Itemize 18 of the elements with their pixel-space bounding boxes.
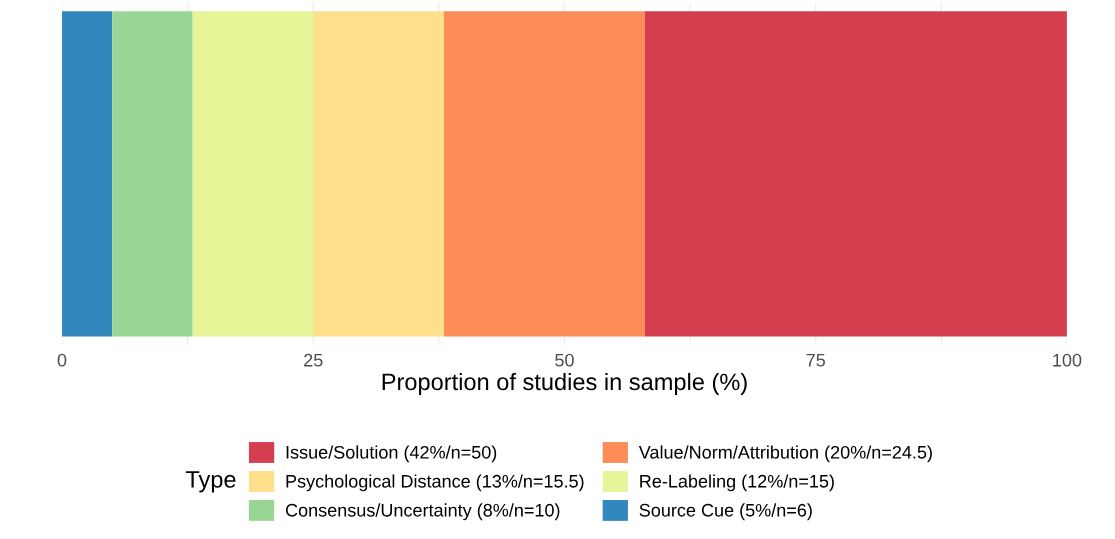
x-tick-label: 25 <box>304 353 323 367</box>
x-tick-label: 100 <box>1053 353 1082 367</box>
legend-label: Re-Labeling (12%/n=15) <box>640 474 834 492</box>
x-axis-title: Proportion of studies in sample (%) <box>382 372 747 395</box>
legend-label: Psychological Distance (13%/n=15.5) <box>286 474 584 492</box>
legend-label: Value/Norm/Attribution (20%/n=24.5) <box>638 445 932 463</box>
bar <box>112 11 193 337</box>
legend-label: Source Cue (5%/n=6) <box>639 503 812 521</box>
legend-label: Issue/Solution (42%/n=50) <box>286 445 497 463</box>
x-tick-label: 0 <box>57 353 67 367</box>
bar <box>443 11 645 337</box>
x-tick-label: 50 <box>555 353 574 367</box>
legend-title: Type <box>185 471 236 493</box>
bar <box>192 11 314 337</box>
legend-label: Consensus/Uncertainty (8%/n=10) <box>285 503 560 521</box>
bar <box>313 11 444 337</box>
x-tick-label: 75 <box>806 353 825 367</box>
bar <box>61 11 113 337</box>
